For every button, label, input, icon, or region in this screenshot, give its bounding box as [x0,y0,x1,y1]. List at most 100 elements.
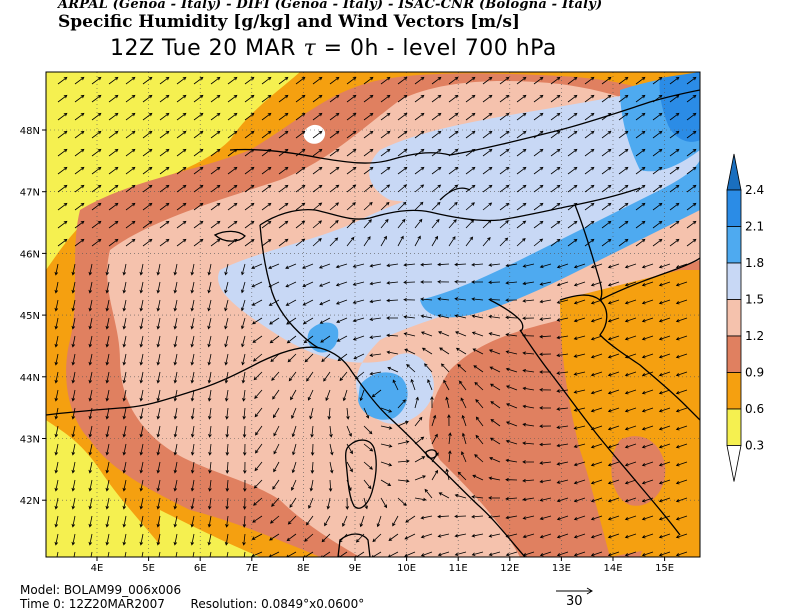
wind-arrow [488,533,501,538]
wind-arrow [173,497,178,510]
wind-arrow [550,130,561,139]
wind-arrow [635,148,646,157]
colorbar-swatch [726,408,742,446]
wind-arrow [295,130,306,139]
wind-arrow [312,202,323,211]
wind-arrow [505,263,518,268]
wind-arrow [624,389,637,395]
wind-arrow [607,281,620,287]
wind-arrow [522,533,535,539]
wind-arrow [261,220,272,229]
wind-arrow [190,515,195,528]
wind-arrow [291,425,297,438]
lon-tick-label: 5E [142,563,155,574]
wind-arrow [635,112,646,121]
wind-arrow [686,220,697,229]
wind-arrow [227,112,238,121]
wind-arrow [159,220,170,229]
wind-arrow [139,389,144,402]
wind-arrow [533,220,544,229]
wind-arrow [624,461,637,467]
wind-arrow [658,407,671,413]
wind-arrow [590,371,603,377]
wind-arrow [420,297,433,302]
wind-arrow [533,238,544,247]
wind-arrow [193,166,204,175]
wind-arrow [207,533,212,546]
wind-arrow [601,130,612,139]
wind-arrow [556,353,569,357]
wind-arrow [261,148,272,157]
wind-arrow [386,333,399,338]
coastline-adriatic-west [519,329,681,536]
wind-arrow [142,112,153,121]
wind-arrow [539,299,552,304]
border-dolomites [439,187,471,201]
wind-arrow [482,148,493,157]
wind-arrow [363,94,374,103]
wind-arrow [556,389,569,393]
wind-arrow [71,533,76,546]
wind-arrow [488,496,501,500]
wind-arrow [352,335,365,341]
wind-arrow [278,238,289,247]
wind-arrow [533,166,544,175]
wind-arrow [278,148,289,157]
wind-arrow [397,440,410,445]
wind-arrow [71,515,76,528]
wind-arrow [420,280,432,284]
wind-arrow [105,497,110,510]
colorbar-label: 0.9 [745,366,764,380]
wind-arrow [482,94,493,103]
wind-arrow [291,407,297,419]
wind-arrow [352,281,365,286]
wind-arrow [57,130,68,139]
wind-arrow [522,263,535,268]
wind-arrow [193,94,204,103]
wind-arrow [243,551,246,557]
wind-arrow [338,551,348,557]
wind-arrow [590,533,603,539]
wind-arrow [455,331,467,337]
wind-arrow [321,353,331,363]
wind-arrow [448,166,459,175]
wind-arrow [669,166,680,175]
wind-reference-label: 30 [566,594,583,609]
model-value: BOLAM99_006x006 [63,583,182,597]
wind-arrow [176,94,187,103]
wind-arrow [624,479,637,485]
wind-arrow [173,515,178,528]
wind-arrow [431,414,437,427]
footer-time: Time 0: 12Z20MAR2007 Resolution: 0.0849°… [20,597,364,611]
wind-arrow [573,515,586,521]
wind-arrow [489,457,501,463]
wind-arrow [658,389,671,395]
wind-arrow [88,317,93,330]
wind-arrow [624,317,637,323]
field-rust-se [611,436,666,506]
wind-arrow [346,236,355,247]
wind-arrow [505,496,518,501]
wind-arrow [261,184,272,193]
wind-arrow [380,443,393,448]
wind-arrow [278,184,289,193]
wind-arrow [448,201,458,211]
wind-arrow [122,299,127,312]
wind-arrow [539,317,552,321]
wind-arrow [88,353,93,366]
wind-arrow [56,551,59,557]
wind-arrow [363,479,372,490]
wind-arrow [71,497,76,510]
wind-arrow [346,94,357,103]
wind-arrow [108,220,119,229]
wind-arrow [289,497,297,508]
field-yellow-nw [46,72,300,270]
wind-arrow [454,533,467,538]
wind-arrow [74,148,85,157]
wind-arrow [380,461,393,467]
wind-arrow [584,166,595,175]
wind-arrow [420,551,433,557]
wind-arrow [475,398,484,409]
wind-arrow [454,514,467,519]
wind-arrow [465,202,475,211]
